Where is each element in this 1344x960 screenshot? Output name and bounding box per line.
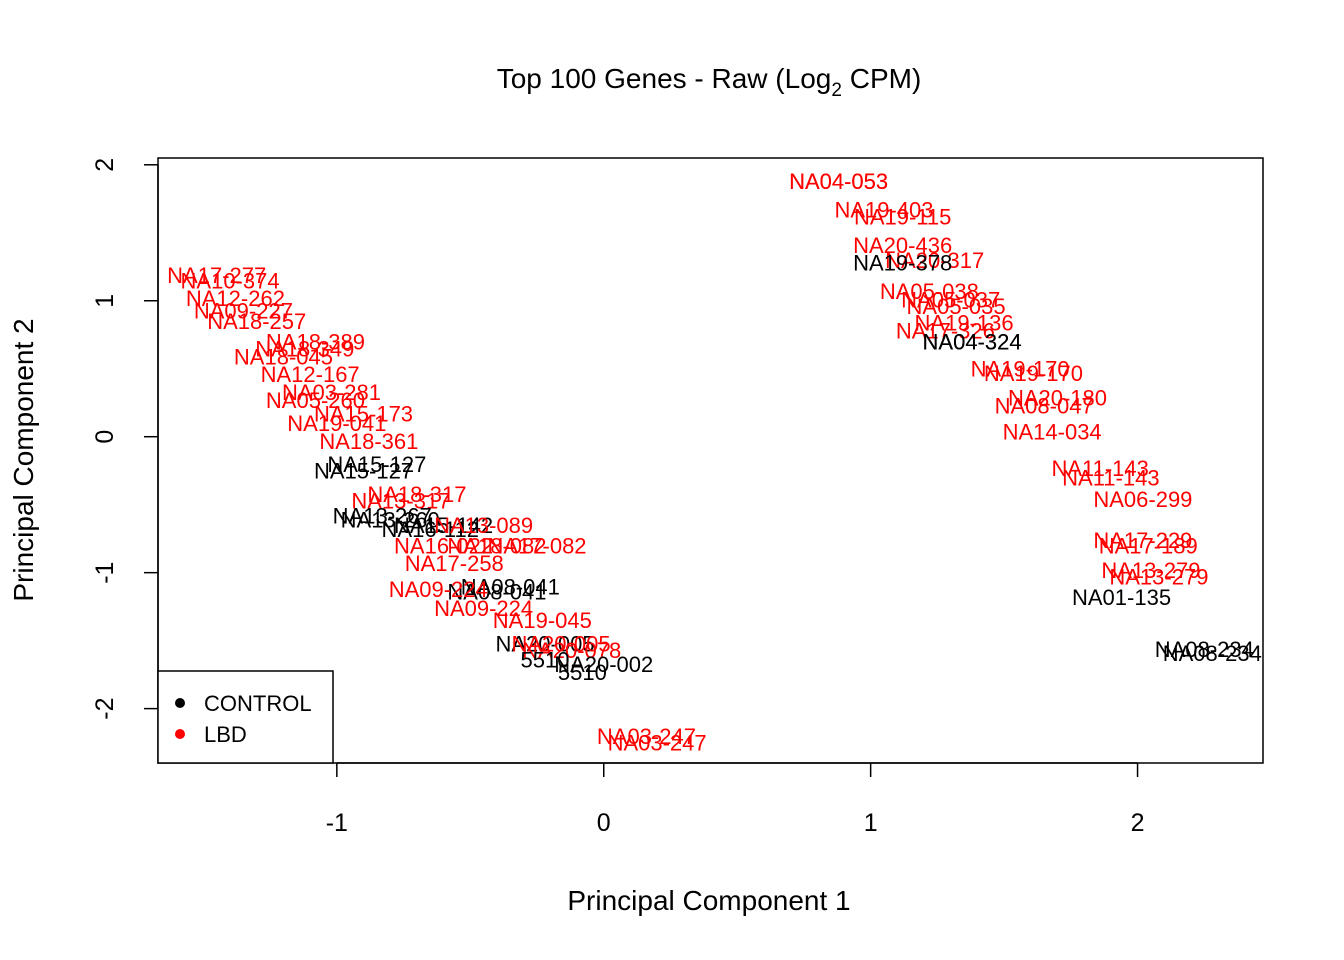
point-label: NA05-035 (907, 294, 1006, 319)
y-tick-label: 1 (91, 294, 119, 308)
point-label: NA04-324 (923, 330, 1022, 355)
point-label: NA05-260 (266, 388, 365, 413)
point-label: NA09-224 (389, 577, 488, 602)
point-label: NA19-115 (854, 204, 951, 229)
point-label: NA19-170 (984, 361, 1083, 386)
point-label: NA13-267 (333, 504, 432, 529)
point-label: NA20-436 (853, 233, 952, 258)
point-label: NA13-260 (341, 508, 440, 533)
x-tick-label: 1 (864, 809, 878, 837)
x-axis-title: Principal Component 1 (567, 885, 850, 916)
point-label: NA18-317 (367, 482, 466, 507)
point-label: NA18-045 (234, 344, 333, 369)
point-label: NA18-361 (319, 429, 418, 454)
point-label: NA10-374 (181, 268, 280, 293)
x-tick-label: 2 (1131, 809, 1145, 837)
point-label: NA03-281 (282, 380, 381, 405)
point-label: NA18-257 (207, 309, 306, 334)
x-axis: -1 0 1 2 (326, 762, 1145, 837)
point-label: NA12-262 (186, 286, 285, 311)
y-axis: -2 -1 0 1 2 (91, 158, 159, 720)
point-label: NA15-173 (314, 402, 413, 427)
point-label: NA20-078 (522, 638, 621, 663)
y-tick-label: -2 (91, 698, 119, 720)
point-label: NA08-234 (1163, 641, 1262, 666)
point-label: NA20-002 (554, 652, 653, 677)
point-label: 5510 (558, 660, 607, 685)
point-label: NA18-082 (447, 533, 546, 558)
legend-label-control: CONTROL (204, 691, 312, 716)
point-label: NA13-279 (1101, 558, 1200, 583)
point-label: NA08-041 (461, 574, 560, 599)
point-label: NA19-378 (853, 251, 952, 276)
point-label: NA01-135 (1072, 585, 1171, 610)
point-label: NA19-045 (493, 608, 592, 633)
point-label: NA17-277 (167, 263, 266, 288)
point-label: NA20-005 (495, 631, 594, 656)
point-label: NA08-041 (447, 580, 546, 605)
point-label: 5510 (521, 648, 570, 673)
point-label: NA19-136 (915, 311, 1014, 336)
point-label: NA17-326 (896, 319, 995, 344)
point-label: NA08-234 (1155, 637, 1254, 662)
data-points: NA04-053NA04-053NA19-403NA19-115NA20-436… (167, 169, 1262, 755)
point-label: NA17-258 (405, 551, 504, 576)
point-label: NA03-247 (608, 731, 707, 756)
point-label: NA15-142 (394, 513, 493, 538)
point-label: NA08-047 (995, 393, 1094, 418)
point-label: NA05-038 (880, 279, 979, 304)
chart-title-subscript: 2 (831, 80, 842, 101)
point-label: NA17-082 (487, 533, 586, 558)
chart-title-main: Top 100 Genes - Raw (Log (497, 63, 832, 94)
point-label: NA04-053 (789, 169, 888, 194)
point-label: NA13-279 (1109, 565, 1208, 590)
legend-marker-control (175, 698, 185, 708)
x-tick-label: -1 (326, 809, 348, 837)
point-label: NA19-041 (287, 411, 386, 436)
point-label: NA04-324 (923, 330, 1022, 355)
legend-marker-lbd (175, 729, 185, 739)
point-label: NA18-389 (266, 330, 365, 355)
point-label: NA04-053 (789, 169, 888, 194)
point-label: NA13-089 (434, 513, 533, 538)
point-label: NA12-167 (261, 362, 360, 387)
point-label: NA20-180 (1008, 385, 1107, 410)
point-label: NA15-127 (314, 459, 413, 484)
point-label: NA16-112 (382, 517, 479, 542)
point-label: NA11-143 (1051, 456, 1148, 481)
chart-title: Top 100 Genes - Raw (Log2 CPM) (497, 63, 922, 101)
point-label: NA16-022 (394, 533, 493, 558)
legend-label-lbd: LBD (204, 722, 247, 747)
x-tick-label: 0 (597, 809, 611, 837)
point-label: NA20-317 (885, 248, 984, 273)
y-tick-label: 0 (91, 430, 119, 444)
point-label: NA15-127 (327, 452, 426, 477)
point-label: NA09-227 (194, 298, 293, 323)
point-label: NA18-349 (255, 336, 354, 361)
point-label: NA09-224 (434, 596, 533, 621)
point-label: NA03-247 (597, 724, 696, 749)
y-tick-label: 2 (91, 158, 119, 172)
y-tick-label: -1 (91, 562, 119, 584)
point-label: NA06-299 (1093, 487, 1192, 512)
point-label: NA19-403 (834, 198, 933, 223)
chart-title-suffix: CPM) (842, 63, 921, 94)
point-label: NA13-317 (351, 489, 450, 514)
legend-box (157, 670, 334, 764)
point-label: NA11-143 (1062, 465, 1159, 490)
point-label: NA17-229 (1093, 528, 1192, 553)
y-axis-title: Principal Component 2 (8, 318, 39, 601)
legend: CONTROL LBD (157, 670, 334, 764)
point-label: NA19-170 (971, 357, 1070, 382)
point-label: NA17-189 (1099, 533, 1198, 558)
point-label: NA05-037 (901, 287, 1000, 312)
point-label: NA14-034 (1003, 419, 1102, 444)
point-label: NA20-005 (511, 631, 610, 656)
